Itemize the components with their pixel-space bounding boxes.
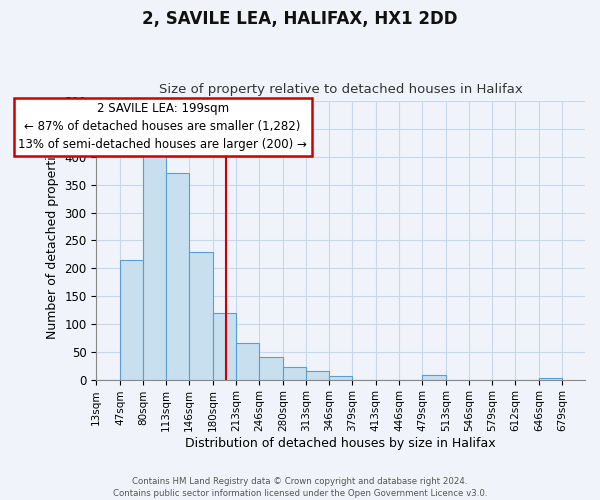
Bar xyxy=(143,156,166,380)
Bar xyxy=(329,376,352,380)
Text: 2 SAVILE LEA: 199sqm
← 87% of detached houses are smaller (1,282)
13% of semi-de: 2 SAVILE LEA: 199sqm ← 87% of detached h… xyxy=(18,102,307,152)
Bar xyxy=(120,260,143,380)
Bar xyxy=(422,375,446,380)
Y-axis label: Number of detached properties: Number of detached properties xyxy=(46,142,59,339)
Bar xyxy=(539,378,562,380)
Bar xyxy=(236,344,259,380)
Bar xyxy=(306,371,329,380)
Bar xyxy=(283,368,306,380)
Bar xyxy=(166,172,189,380)
Text: 2, SAVILE LEA, HALIFAX, HX1 2DD: 2, SAVILE LEA, HALIFAX, HX1 2DD xyxy=(142,10,458,28)
Bar xyxy=(213,314,236,380)
Bar xyxy=(259,358,283,380)
Bar xyxy=(189,252,213,380)
Title: Size of property relative to detached houses in Halifax: Size of property relative to detached ho… xyxy=(159,83,523,96)
X-axis label: Distribution of detached houses by size in Halifax: Distribution of detached houses by size … xyxy=(185,437,496,450)
Text: Contains HM Land Registry data © Crown copyright and database right 2024.
Contai: Contains HM Land Registry data © Crown c… xyxy=(113,476,487,498)
